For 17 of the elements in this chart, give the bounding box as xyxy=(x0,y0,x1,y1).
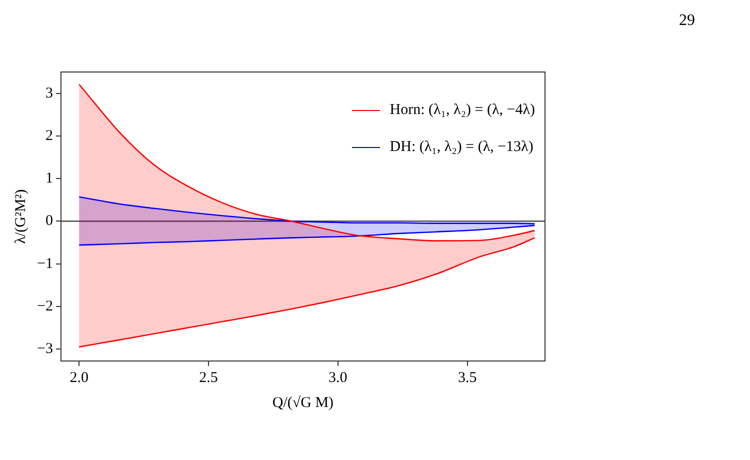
y-tick-label: −3 xyxy=(36,341,53,357)
y-tick-label: 0 xyxy=(45,213,53,230)
y-tick-label: 2 xyxy=(45,128,53,144)
y-tick-label: −1 xyxy=(36,256,53,272)
line-series xyxy=(78,237,536,348)
legend-label: DH: (λ₁, λ₂) = (λ, −13λ) xyxy=(390,139,534,156)
x-tick-label: 2.0 xyxy=(70,370,88,386)
x-tick-label: 2.5 xyxy=(199,370,218,386)
y-tick-label: −2 xyxy=(36,298,53,314)
legend-label: Horn: (λ₁, λ₂) = (λ, −4λ) xyxy=(390,102,535,119)
text: 29 xyxy=(679,12,695,30)
y-tick-label: 3 xyxy=(45,85,53,102)
x-tick-label: 3.0 xyxy=(328,370,348,386)
x-axis-title: Q/(√G M) xyxy=(272,394,334,411)
y-axis-title: λ/(G²M²) xyxy=(12,189,29,244)
y-tick-label: 1 xyxy=(45,170,53,186)
x-tick-label: 3.5 xyxy=(458,370,477,386)
